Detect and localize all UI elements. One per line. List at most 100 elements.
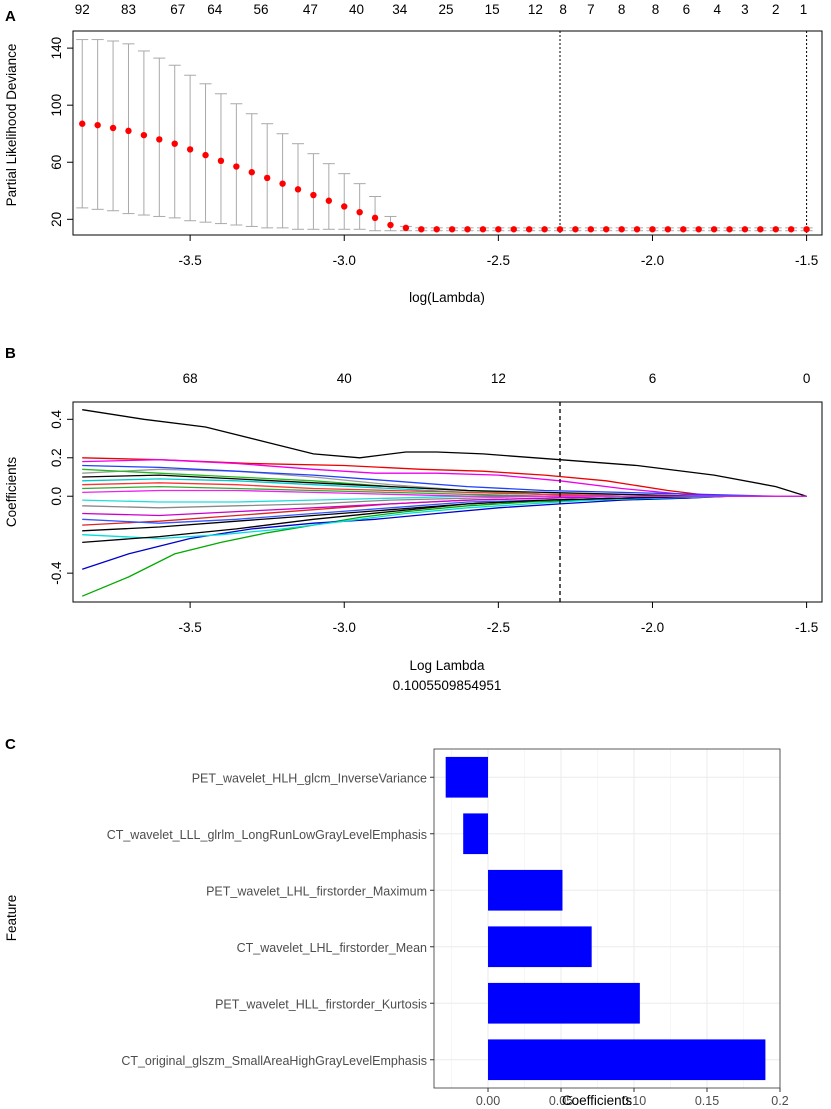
panel-a-point: [310, 191, 317, 199]
panel-c-feature-label: PET_wavelet_LHL_firstorder_Maximum: [206, 884, 427, 898]
panel-letter-b: B: [5, 345, 16, 362]
panel-a-top-count: 8: [618, 2, 626, 17]
panel-c-bar: [488, 926, 592, 968]
panel-a-ytick-label: 140: [49, 37, 64, 60]
panel-a-point: [695, 226, 702, 233]
panel-a-top-count: 25: [438, 2, 453, 17]
panel-c-feature-label: CT_wavelet_LLL_glrlm_LongRunLowGrayLevel…: [107, 828, 427, 842]
panel-b-ytick-label: -0.4: [49, 561, 64, 585]
panel-b-top-count: 12: [491, 371, 506, 386]
panel-c-bar: [488, 982, 640, 1024]
panel-c-feature-label: CT_original_glszm_SmallAreaHighGrayLevel…: [121, 1054, 427, 1068]
panel-a-top-count: 7: [587, 2, 595, 17]
panel-a-vlines: [559, 31, 808, 235]
panel-b-xtick-label: -1.5: [795, 620, 818, 635]
panel-a-point: [248, 169, 255, 176]
panel-c-feature-label: CT_wavelet_LHL_firstorder_Mean: [237, 941, 427, 955]
panel-a-xtick-label: -3.0: [333, 253, 356, 268]
panel-a-top-count: 8: [652, 2, 660, 17]
panel-a-top-count: 2: [772, 2, 780, 17]
panel-b-line-blue-low: [81, 495, 807, 570]
panel-a-point: [464, 226, 471, 233]
panel-a-point: [448, 226, 456, 233]
panel-c-feature-bars: PET_wavelet_HLH_glcm_InverseVariance CT_w…: [4, 748, 789, 1108]
panel-a-xtick-label: -2.5: [487, 253, 510, 268]
panel-a-point: [741, 226, 749, 233]
panel-a-point: [186, 146, 194, 153]
panel-a-point: [510, 226, 517, 233]
panel-a-point: [94, 121, 101, 129]
panel-a-ytick-label: 60: [49, 155, 64, 170]
panel-c-x-ticks: 0.00 0.05 0.10 0.15 0.2: [476, 1088, 789, 1108]
panel-b-top-count: 40: [337, 371, 352, 386]
panel-a-top-count: 67: [170, 2, 185, 17]
panel-a-point: [140, 131, 148, 139]
panel-a-point: [525, 226, 533, 233]
panel-a-ylabel: Partial Likelihood Deviance: [4, 44, 19, 207]
panel-a-point: [341, 203, 348, 210]
panel-c-bar: [488, 869, 563, 911]
panel-a-top-count: 8: [559, 2, 567, 17]
panel-b-ytick-label: 0.0: [49, 487, 64, 506]
panel-a-point: [79, 120, 86, 127]
panel-c-feature-label: PET_wavelet_HLH_glcm_InverseVariance: [192, 771, 427, 785]
panel-a-point: [495, 226, 502, 233]
panel-a-point: [233, 163, 240, 170]
panel-a-point: [649, 226, 656, 233]
panel-a-point: [787, 226, 795, 233]
panel-a-frame: [72, 30, 823, 236]
panel-a-point: [356, 208, 363, 216]
panel-a-point: [726, 226, 733, 233]
panel-a-point: [171, 140, 178, 147]
panel-a-point: [279, 180, 286, 187]
panel-a-points: [79, 120, 810, 233]
panel-a-top-count: 3: [741, 2, 749, 17]
panel-a-xtick-label: -2.0: [641, 253, 664, 268]
panel-a-point: [556, 226, 564, 233]
panel-c-xtick-label: 0.10: [622, 1094, 646, 1108]
panel-a-xlabel: log(Lambda): [409, 290, 485, 305]
panel-a-point: [371, 214, 379, 222]
panel-b-top-count: 68: [183, 371, 198, 386]
panel-a-point: [263, 174, 271, 182]
panel-b-xlabel: Log Lambda: [409, 658, 485, 673]
panel-a-top-count: 15: [485, 2, 500, 17]
panel-c-xtick-label: 0.2: [771, 1094, 788, 1108]
panel-b-ytick-label: 0.2: [49, 448, 64, 467]
panel-a-top-count: 40: [349, 2, 364, 17]
panel-a-top-count: 1: [800, 2, 808, 17]
panel-b-xtick-label: -2.0: [641, 620, 664, 635]
panel-a-ytick-label: 20: [49, 212, 64, 227]
panel-a-point: [217, 157, 225, 165]
panel-c-xtick-label: 0.15: [695, 1094, 719, 1108]
panel-a-xtick-label: -3.5: [178, 253, 201, 268]
panel-a-point: [125, 127, 132, 135]
panel-a-point: [603, 226, 610, 233]
panel-a-point: [479, 226, 487, 233]
panel-c-xlabel: Coefficients: [562, 1093, 633, 1108]
panel-b-top-count: 6: [649, 371, 657, 386]
panel-b-lines: [81, 409, 807, 597]
panel-a-y-ticks: 20 60 100 140: [49, 37, 73, 227]
panel-a-point: [587, 226, 595, 233]
panel-a-point: [325, 197, 333, 204]
panel-a-point: [109, 124, 117, 132]
panel-a-errorbars: [76, 39, 813, 232]
panel-a-point: [294, 186, 302, 193]
panel-b-ytick-label: 0.4: [49, 409, 64, 428]
panel-b-line-cyan: [82, 495, 807, 540]
panel-c-ylabel: Feature: [4, 895, 19, 942]
panel-letter-a: A: [5, 8, 16, 25]
panel-a-top-count: 56: [254, 2, 269, 17]
panel-a-point: [156, 136, 163, 143]
panel-a-point: [772, 226, 779, 233]
panel-c-background: [434, 749, 780, 1088]
panel-a-point: [418, 226, 425, 233]
panel-b-y-ticks: -0.4 0.0 0.2 0.4: [49, 409, 73, 585]
panel-b-top-count: 0: [803, 371, 811, 386]
panel-a-point: [387, 221, 394, 229]
panel-a-x-ticks: -3.5 -3.0 -2.5 -2.0 -1.5: [178, 235, 818, 268]
panel-a-point: [433, 226, 440, 233]
panel-a-point: [803, 226, 810, 233]
